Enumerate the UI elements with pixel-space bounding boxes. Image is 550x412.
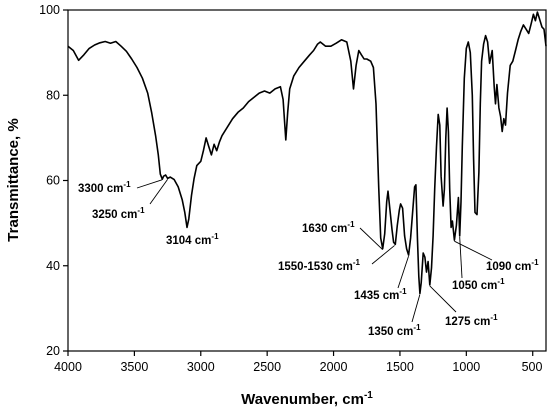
peak-annotation: 1630 cm-1 <box>302 220 355 235</box>
peak-annotation-sup: -1 <box>531 258 539 267</box>
y-tick-label: 100 <box>39 3 60 17</box>
x-axis: 4000 3500 3000 2500 2000 1500 1000 500 <box>54 351 542 374</box>
peak-annotation: 1275 cm-1 <box>445 313 498 328</box>
x-tick-label: 2000 <box>320 360 348 374</box>
x-tick-label: 2500 <box>253 360 281 374</box>
x-tick-label: 3000 <box>187 360 215 374</box>
y-tick-label: 20 <box>46 344 60 358</box>
annotation-leader <box>459 236 463 279</box>
peak-annotation: 3250 cm-1 <box>92 206 145 221</box>
peak-annotation: 1050 cm-1 <box>452 277 505 292</box>
peak-annotation-text: 3250 cm <box>92 209 137 221</box>
peak-annotation-text: 1550-1530 cm <box>278 261 353 273</box>
x-axis-label-text: Wavenumber, cm <box>241 391 364 408</box>
peak-annotation-text: 1435 cm <box>354 290 399 302</box>
peak-annotation-sup: -1 <box>399 287 407 296</box>
annotation-leader <box>149 179 168 205</box>
annotation-leader <box>136 179 163 189</box>
annotation-leader <box>454 240 493 261</box>
annotation-leader <box>359 227 383 251</box>
x-axis-label: Wavenumber, cm-1 <box>241 390 373 408</box>
annotation-leader <box>429 285 457 313</box>
peak-annotation-text: 3300 cm <box>78 183 123 195</box>
peak-annotation-text: 1090 cm <box>486 261 531 273</box>
peak-annotation: 1550-1530 cm-1 <box>278 258 360 273</box>
y-tick-label: 80 <box>46 88 60 102</box>
x-tick-label: 3500 <box>120 360 148 374</box>
peak-annotation-sup: -1 <box>353 258 361 267</box>
peak-annotation-text: 3104 cm <box>166 235 211 247</box>
y-tick-label: 60 <box>46 174 60 188</box>
peak-annotation-text: 1630 cm <box>302 223 347 235</box>
x-tick-label: 1000 <box>452 360 480 374</box>
peak-annotation-text: 1350 cm <box>368 326 413 338</box>
x-tick-label: 1500 <box>386 360 414 374</box>
peak-annotation-sup: -1 <box>137 206 145 215</box>
peak-annotation-sup: -1 <box>211 232 219 241</box>
peak-annotation-sup: -1 <box>497 277 505 286</box>
y-tick-label: 40 <box>46 259 60 273</box>
x-tick-label: 500 <box>522 360 543 374</box>
y-axis-label: Transmittance, % <box>5 118 22 241</box>
x-axis-label-sup: -1 <box>364 390 373 401</box>
y-axis: 20 40 60 80 100 <box>39 3 68 358</box>
annotation-leader <box>397 255 410 289</box>
annotation-leader <box>411 294 421 323</box>
spectrum-line <box>67 11 547 295</box>
peak-annotation-sup: -1 <box>413 323 421 332</box>
peak-annotation-sup: -1 <box>490 313 498 322</box>
peak-annotation-text: 1050 cm <box>452 280 497 292</box>
peak-annotation: 1435 cm-1 <box>354 287 407 302</box>
peak-annotation: 3104 cm-1 <box>166 232 219 247</box>
peak-annotation: 3300 cm-1 <box>78 180 131 195</box>
peak-annotation-sup: -1 <box>347 220 355 229</box>
peak-annotation: 1350 cm-1 <box>368 323 421 338</box>
annotation-leader <box>371 245 395 265</box>
peak-annotation: 1090 cm-1 <box>486 258 539 273</box>
peak-annotation-text: 1275 cm <box>445 316 490 328</box>
x-tick-label: 4000 <box>54 360 82 374</box>
peak-annotation-sup: -1 <box>123 180 131 189</box>
